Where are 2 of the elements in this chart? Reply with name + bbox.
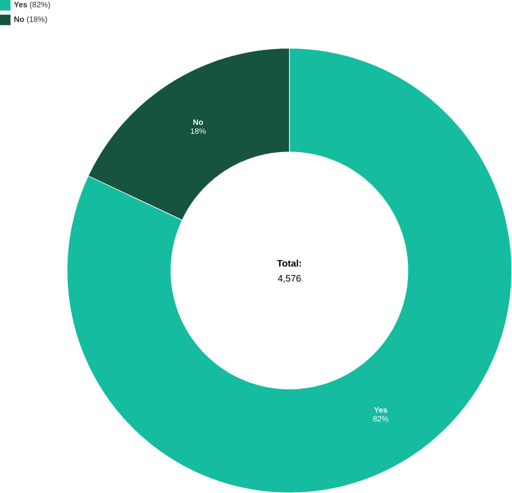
text: 4,576 (278, 274, 301, 283)
text: Total: (277, 260, 301, 267)
